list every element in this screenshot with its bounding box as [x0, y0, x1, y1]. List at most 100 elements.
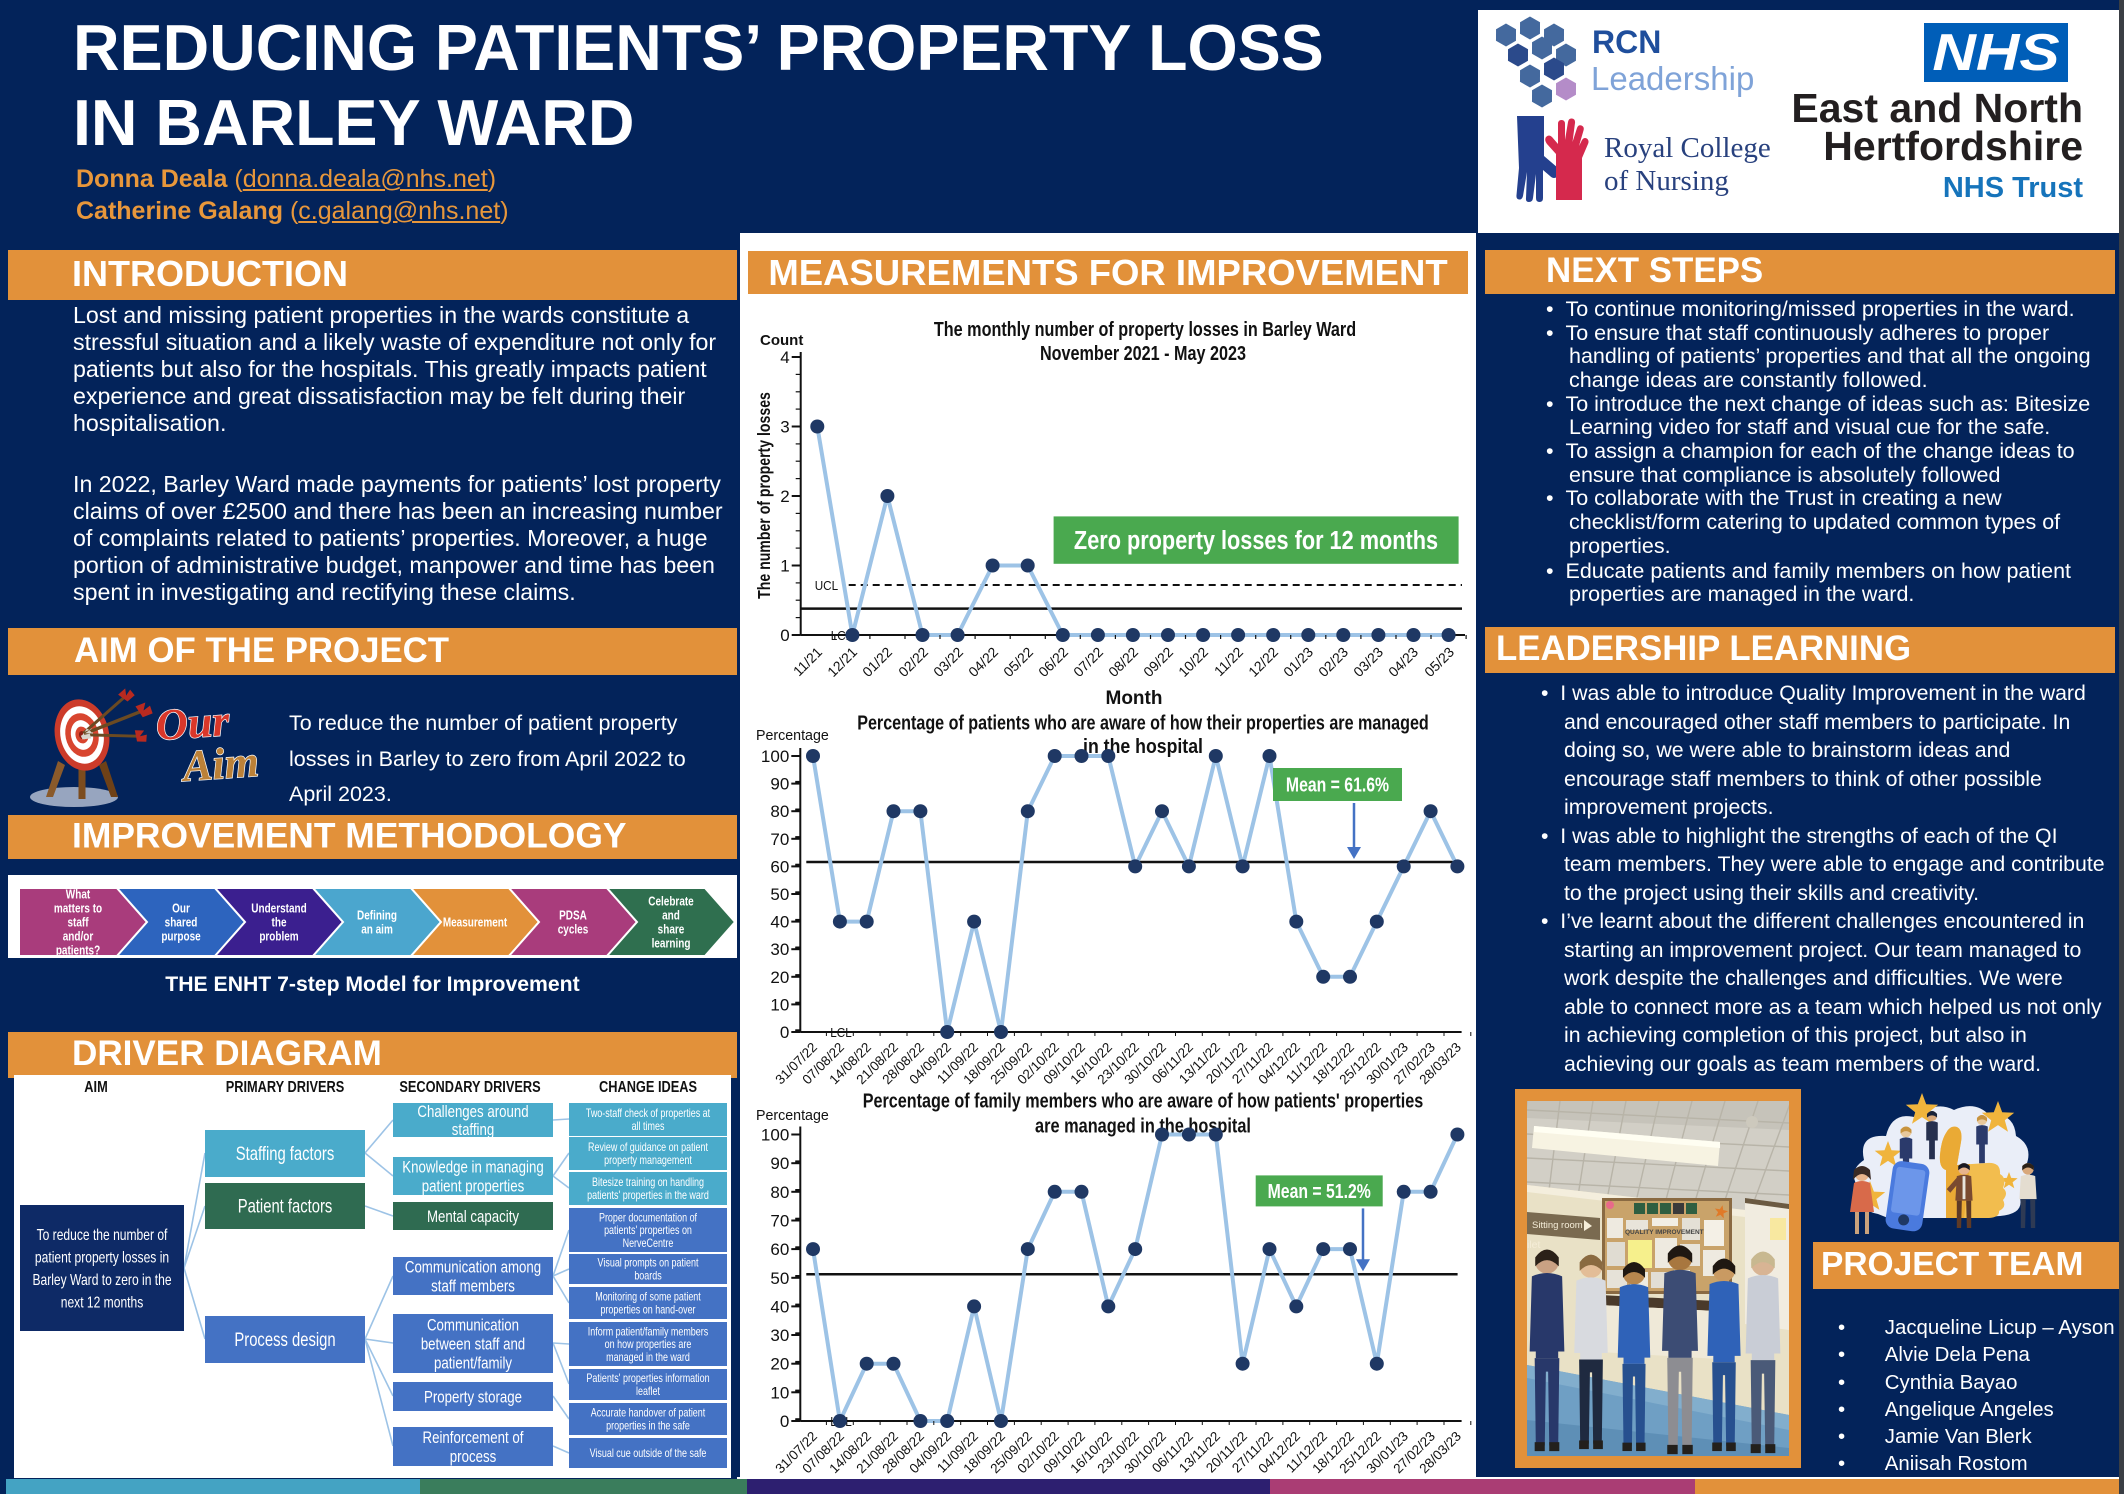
- svg-text:boards: boards: [634, 1271, 661, 1283]
- svg-text:on how properties are: on how properties are: [605, 1339, 692, 1351]
- svg-text:What: What: [66, 888, 91, 901]
- svg-text:staff: staff: [67, 916, 88, 929]
- svg-text:08/22: 08/22: [1105, 644, 1141, 680]
- svg-text:04/22: 04/22: [965, 644, 1001, 680]
- svg-text:an aim: an aim: [361, 923, 393, 936]
- svg-text:09/22: 09/22: [1140, 644, 1176, 680]
- svg-text:Month: Month: [1106, 688, 1163, 709]
- svg-text:Visual prompts on patient: Visual prompts on patient: [598, 1258, 699, 1270]
- svg-text:Celebrate: Celebrate: [648, 895, 693, 908]
- svg-text:matters to: matters to: [54, 902, 102, 915]
- svg-text:03/23: 03/23: [1350, 644, 1386, 680]
- svg-text:30: 30: [770, 1326, 789, 1345]
- svg-text:share: share: [658, 923, 685, 936]
- svg-text:70: 70: [770, 830, 789, 849]
- svg-text:Mean = 51.2%: Mean = 51.2%: [1268, 1180, 1371, 1202]
- svg-text:2: 2: [780, 487, 789, 506]
- svg-text:07/22: 07/22: [1070, 644, 1106, 680]
- svg-text:PRIMARY DRIVERS: PRIMARY DRIVERS: [226, 1079, 345, 1097]
- svg-text:0: 0: [780, 626, 789, 645]
- svg-text:Mean = 61.6%: Mean = 61.6%: [1286, 774, 1389, 796]
- svg-text:Defining: Defining: [357, 909, 397, 922]
- svg-text:01/23: 01/23: [1280, 644, 1316, 680]
- svg-text:Patients' properties informati: Patients' properties information: [586, 1373, 709, 1385]
- svg-text:RCN: RCN: [1592, 24, 1661, 60]
- svg-text:QUALITY IMPROVEMENT: QUALITY IMPROVEMENT: [1625, 1229, 1704, 1236]
- svg-text:Challenges around: Challenges around: [417, 1103, 528, 1122]
- svg-text:Measurement: Measurement: [443, 916, 508, 929]
- svg-text:60: 60: [770, 1240, 789, 1259]
- svg-text:NHS: NHS: [1932, 23, 2059, 81]
- svg-text:100: 100: [761, 747, 789, 766]
- svg-text:To reduce the number of: To reduce the number of: [37, 1225, 168, 1243]
- svg-text:Communication: Communication: [427, 1316, 519, 1335]
- svg-text:01/22: 01/22: [859, 644, 895, 680]
- svg-text:all times: all times: [632, 1121, 665, 1133]
- svg-text:Bitesize training on handling: Bitesize training on handling: [592, 1177, 704, 1189]
- svg-text:12/21: 12/21: [824, 644, 860, 680]
- svg-text:properties in the safe: properties in the safe: [606, 1421, 690, 1433]
- svg-text:shared: shared: [165, 916, 198, 929]
- svg-text:UCL: UCL: [815, 578, 839, 593]
- svg-text:Property storage: Property storage: [424, 1388, 522, 1407]
- svg-text:06/22: 06/22: [1035, 644, 1071, 680]
- svg-text:Aim: Aim: [178, 737, 260, 791]
- svg-text:05/23: 05/23: [1421, 644, 1457, 680]
- svg-text:12/22: 12/22: [1245, 644, 1281, 680]
- svg-text:10: 10: [770, 1383, 789, 1402]
- svg-text:NHS Trust: NHS Trust: [1943, 172, 2084, 204]
- svg-text:1: 1: [780, 557, 789, 576]
- svg-text:30: 30: [770, 940, 789, 959]
- svg-text:3: 3: [780, 418, 789, 437]
- svg-text:40: 40: [770, 913, 789, 932]
- svg-text:20: 20: [770, 1355, 789, 1374]
- svg-text:managed in the ward: managed in the ward: [606, 1352, 690, 1364]
- svg-text:11/22: 11/22: [1211, 644, 1247, 680]
- svg-text:Count: Count: [760, 332, 803, 349]
- svg-text:LCL: LCL: [830, 1025, 852, 1040]
- svg-text:of Nursing: of Nursing: [1604, 165, 1729, 197]
- svg-text:Royal College: Royal College: [1604, 132, 1771, 164]
- svg-text:05/22: 05/22: [1000, 644, 1036, 680]
- svg-text:patients' properties in the wa: patients' properties in the ward: [587, 1190, 709, 1202]
- svg-text:Two-staff check of properties: Two-staff check of properties at: [586, 1108, 710, 1120]
- svg-text:Process design: Process design: [234, 1330, 335, 1351]
- svg-text:East and North: East and North: [1791, 85, 2083, 131]
- svg-text:Accurate handover of patient: Accurate handover of patient: [591, 1408, 706, 1420]
- svg-text:process: process: [450, 1448, 497, 1467]
- svg-text:Communication among: Communication among: [405, 1258, 541, 1277]
- svg-text:04/23: 04/23: [1385, 644, 1421, 680]
- svg-text:Patient factors: Patient factors: [238, 1196, 333, 1217]
- svg-text:Understand: Understand: [251, 902, 307, 915]
- svg-text:problem: problem: [259, 930, 298, 943]
- svg-text:staffing: staffing: [452, 1121, 494, 1140]
- svg-text:Mental capacity: Mental capacity: [427, 1208, 519, 1227]
- svg-text:Hertfordshire: Hertfordshire: [1823, 123, 2083, 169]
- svg-text:ilet: ilet: [1527, 1239, 1541, 1251]
- svg-text:50: 50: [770, 885, 789, 904]
- svg-text:PDSA: PDSA: [559, 909, 587, 922]
- svg-text:0: 0: [780, 1023, 789, 1042]
- svg-text:Inform patient/family members: Inform patient/family members: [588, 1326, 708, 1338]
- svg-text:next 12 months: next 12 months: [61, 1293, 144, 1311]
- svg-text:CHANGE IDEAS: CHANGE IDEAS: [599, 1079, 697, 1097]
- svg-text:AIM: AIM: [84, 1079, 107, 1097]
- svg-text:Monitoring of some patient: Monitoring of some patient: [595, 1292, 701, 1304]
- svg-text:Percentage of patients who are: Percentage of patients who are aware of …: [857, 712, 1429, 734]
- svg-text:and: and: [662, 909, 680, 922]
- svg-text:patient properties: patient properties: [422, 1177, 525, 1196]
- svg-text:and/or: and/or: [63, 930, 94, 943]
- svg-text:Our: Our: [154, 696, 231, 750]
- svg-text:50: 50: [770, 1269, 789, 1288]
- svg-text:10: 10: [770, 995, 789, 1014]
- svg-text:Sitting room: Sitting room: [1532, 1220, 1583, 1231]
- svg-text:Review of guidance on patient: Review of guidance on patient: [588, 1142, 708, 1154]
- svg-text:02/23: 02/23: [1315, 644, 1351, 680]
- svg-text:The monthly number of property: The monthly number of property losses in…: [934, 318, 1356, 340]
- svg-text:The number of property losses: The number of property losses: [754, 392, 774, 599]
- svg-text:November 2021 - May 2023: November 2021 - May 2023: [1040, 342, 1246, 364]
- svg-text:purpose: purpose: [161, 930, 200, 943]
- svg-text:are managed in the hospital: are managed in the hospital: [1035, 1114, 1251, 1137]
- svg-text:Leadership: Leadership: [1591, 60, 1754, 97]
- svg-text:03/22: 03/22: [930, 644, 966, 680]
